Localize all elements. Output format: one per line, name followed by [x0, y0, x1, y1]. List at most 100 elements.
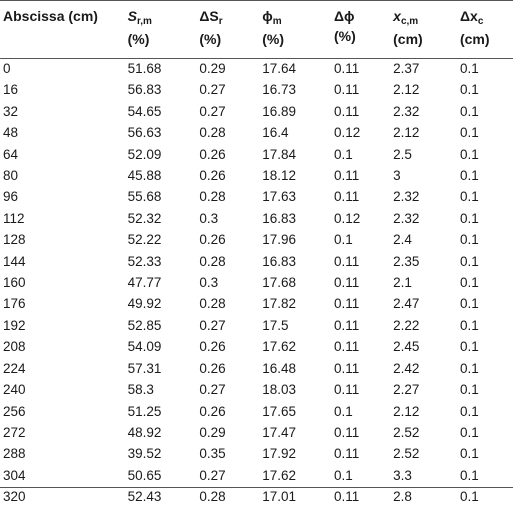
header-xc-m-subscript: c,m — [400, 16, 419, 27]
cell-phi-m: 16.4 — [262, 125, 289, 141]
header-sr-m-subscript: r,m — [136, 16, 152, 27]
cell-delta-phi: 0.11 — [333, 489, 360, 505]
cell-sr-m: 45.88 — [127, 168, 162, 184]
cell-delta-phi: 0.11 — [333, 82, 360, 98]
cell-delta-xc: 0.1 — [459, 296, 479, 312]
cell-delta-sr: 0.28 — [199, 189, 226, 205]
cell-xc-m: 2.12 — [393, 82, 420, 98]
header-delta-sr: ΔSr (%) — [199, 0, 262, 52]
header-sr-m-unit: (%) — [127, 31, 150, 47]
cell-sr-m: 39.52 — [127, 446, 162, 462]
cell-delta-xc: 0.1 — [459, 382, 479, 398]
header-phi-m-symbol: ϕ — [262, 8, 273, 24]
cell-phi-m: 17.68 — [262, 275, 296, 291]
cell-phi-m: 17.63 — [262, 189, 296, 205]
cell-abscissa: 80 — [3, 168, 19, 184]
cell-delta-sr: 0.26 — [199, 168, 226, 184]
header-xc-m: xc,m (cm) — [393, 0, 460, 52]
cell-phi-m: 17.64 — [262, 61, 296, 76]
header-sr-m: Sr,m (%) — [128, 0, 200, 52]
header-delta-xc: Δxc (cm) — [460, 0, 513, 52]
table-header: Abscissa (cm) Sr,m (%) ΔSr (%) ϕm (%) Δϕ… — [0, 0, 513, 52]
cell-xc-m: 2.12 — [393, 125, 420, 141]
cell-delta-xc: 0.1 — [459, 489, 479, 505]
cell-xc-m: 2.8 — [393, 489, 412, 505]
table-row: 32 54.65 0.27 16.89 0.11 2.32 0.1 — [0, 101, 513, 122]
cell-delta-sr: 0.28 — [199, 253, 226, 269]
cell-delta-sr: 0.26 — [199, 232, 226, 248]
cell-abscissa: 304 — [3, 467, 26, 483]
cell-delta-xc: 0.1 — [459, 446, 479, 462]
cell-abscissa: 224 — [3, 360, 26, 376]
cell-phi-m: 17.62 — [262, 339, 296, 355]
cell-delta-sr: 0.26 — [199, 360, 226, 376]
cell-delta-phi: 0.1 — [333, 146, 353, 162]
cell-sr-m: 50.65 — [127, 467, 162, 483]
cell-abscissa: 96 — [3, 189, 19, 205]
table-row: 160 47.77 0.3 17.68 0.11 2.1 0.1 — [0, 272, 513, 293]
cell-delta-xc: 0.1 — [459, 360, 479, 376]
cell-sr-m: 52.33 — [127, 253, 162, 269]
table-body: 0 51.68 0.29 17.64 0.11 2.37 0.1 16 56.83 0.27 16.… — [0, 52, 513, 508]
cell-delta-phi: 0.11 — [333, 275, 360, 291]
header-delta-xc-symbol: Δx — [459, 8, 478, 24]
header-sr-m-symbol: S — [127, 8, 137, 24]
table-top-rule — [0, 0, 513, 1]
cell-sr-m: 52.09 — [127, 146, 162, 162]
cell-delta-phi: 0.11 — [333, 296, 360, 312]
cell-delta-xc: 0.1 — [459, 467, 479, 483]
table-row: 256 51.25 0.26 17.65 0.1 2.12 0.1 — [0, 401, 513, 422]
cell-delta-sr: 0.35 — [199, 446, 226, 462]
cell-phi-m: 17.5 — [262, 317, 289, 333]
cell-sr-m: 52.43 — [127, 489, 162, 505]
cell-phi-m: 17.96 — [262, 232, 296, 248]
cell-abscissa: 0 — [3, 61, 11, 76]
header-delta-xc-subscript: c — [477, 16, 484, 27]
header-delta-xc-unit: (cm) — [459, 31, 490, 47]
cell-delta-sr: 0.26 — [199, 339, 226, 355]
cell-phi-m: 17.84 — [262, 146, 296, 162]
header-delta-phi-unit: (%) — [333, 28, 356, 44]
cell-delta-phi: 0.11 — [333, 360, 360, 376]
cell-xc-m: 2.32 — [393, 103, 420, 119]
cell-delta-xc: 0.1 — [459, 103, 479, 119]
cell-abscissa: 32 — [3, 103, 19, 119]
cell-xc-m: 3.3 — [393, 467, 412, 483]
cell-sr-m: 58.3 — [127, 382, 154, 398]
cell-sr-m: 51.68 — [127, 61, 162, 76]
table-row: 224 57.31 0.26 16.48 0.11 2.42 0.1 — [0, 358, 513, 379]
cell-xc-m: 2.1 — [393, 275, 412, 291]
cell-delta-sr: 0.29 — [199, 61, 226, 76]
cell-phi-m: 16.83 — [262, 210, 296, 226]
cell-abscissa: 176 — [3, 296, 26, 312]
cell-delta-sr: 0.27 — [199, 82, 226, 98]
cell-delta-sr: 0.28 — [199, 489, 226, 505]
cell-xc-m: 3 — [393, 168, 401, 184]
cell-phi-m: 17.47 — [262, 424, 296, 440]
cell-phi-m: 17.62 — [262, 467, 296, 483]
cell-abscissa: 320 — [3, 489, 26, 505]
header-phi-m-subscript: m — [272, 16, 282, 27]
cell-abscissa: 144 — [3, 253, 26, 269]
table-row: 320 52.43 0.28 17.01 0.11 2.8 0.1 — [0, 486, 513, 507]
cell-xc-m: 2.47 — [393, 296, 420, 312]
cell-abscissa: 208 — [3, 339, 26, 355]
cell-abscissa: 240 — [3, 382, 26, 398]
cell-delta-xc: 0.1 — [459, 253, 479, 269]
cell-abscissa: 48 — [3, 125, 19, 141]
cell-xc-m: 2.4 — [393, 232, 412, 248]
cell-delta-sr: 0.27 — [199, 467, 226, 483]
header-abscissa-label: Abscissa (cm) — [3, 8, 98, 24]
cell-delta-sr: 0.28 — [199, 125, 226, 141]
cell-delta-phi: 0.12 — [333, 125, 361, 141]
cell-xc-m: 2.12 — [393, 403, 420, 419]
cell-delta-phi: 0.11 — [333, 168, 360, 184]
cell-delta-xc: 0.1 — [459, 339, 479, 355]
cell-delta-phi: 0.11 — [333, 424, 360, 440]
header-delta-sr-symbol: ΔS — [199, 8, 219, 24]
cell-sr-m: 56.63 — [127, 125, 162, 141]
cell-delta-xc: 0.1 — [459, 275, 479, 291]
table-row: 176 49.92 0.28 17.82 0.11 2.47 0.1 — [0, 293, 513, 314]
cell-sr-m: 52.22 — [127, 232, 162, 248]
cell-delta-xc: 0.1 — [459, 82, 479, 98]
